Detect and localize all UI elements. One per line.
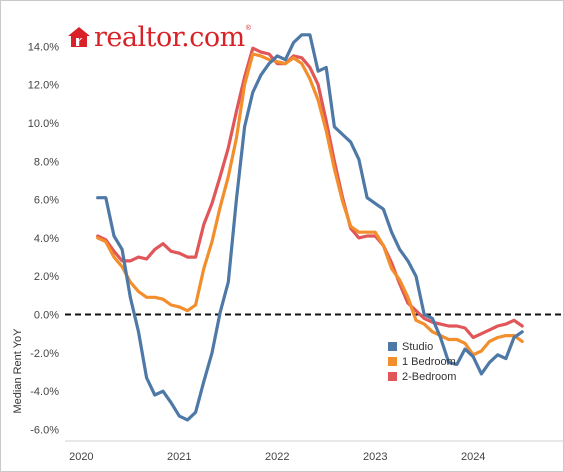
series-line-2-bedroom	[96, 46, 524, 340]
y-tick-label: -4.0%	[30, 386, 59, 398]
x-tick-label: 2022	[265, 451, 289, 463]
y-tick-label: -2.0%	[30, 348, 59, 360]
legend-label: 2-Bedroom	[402, 371, 456, 383]
y-tick-label: 12.0%	[28, 80, 59, 92]
house-icon	[68, 27, 90, 47]
y-tick-label: 4.0%	[34, 233, 59, 245]
y-tick-label: 0.0%	[34, 310, 59, 322]
y-tick-label: 6.0%	[34, 195, 59, 207]
logo-text: realtor.com	[94, 21, 245, 53]
y-tick-label: 14.0%	[28, 41, 59, 53]
legend-swatch	[388, 342, 397, 351]
y-tick-label: 2.0%	[34, 271, 59, 283]
y-tick-label: 10.0%	[28, 118, 59, 130]
y-tick-label: 8.0%	[34, 156, 59, 168]
series-line-1-bedroom	[96, 52, 524, 357]
logo-trademark: ®	[245, 25, 251, 32]
x-tick-label: 2021	[167, 451, 191, 463]
x-tick-label: 2024	[461, 451, 485, 463]
legend-label: 1 Bedroom	[402, 356, 456, 368]
y-tick-label: -6.0%	[30, 425, 59, 437]
realtor-logo: realtor.com ®	[67, 21, 251, 53]
x-tick-label: 2020	[69, 451, 93, 463]
legend-swatch	[388, 372, 397, 381]
legend-swatch	[388, 357, 397, 366]
x-tick-label: 2023	[363, 451, 387, 463]
legend-label: Studio	[402, 341, 433, 353]
series-line-studio	[96, 33, 524, 422]
